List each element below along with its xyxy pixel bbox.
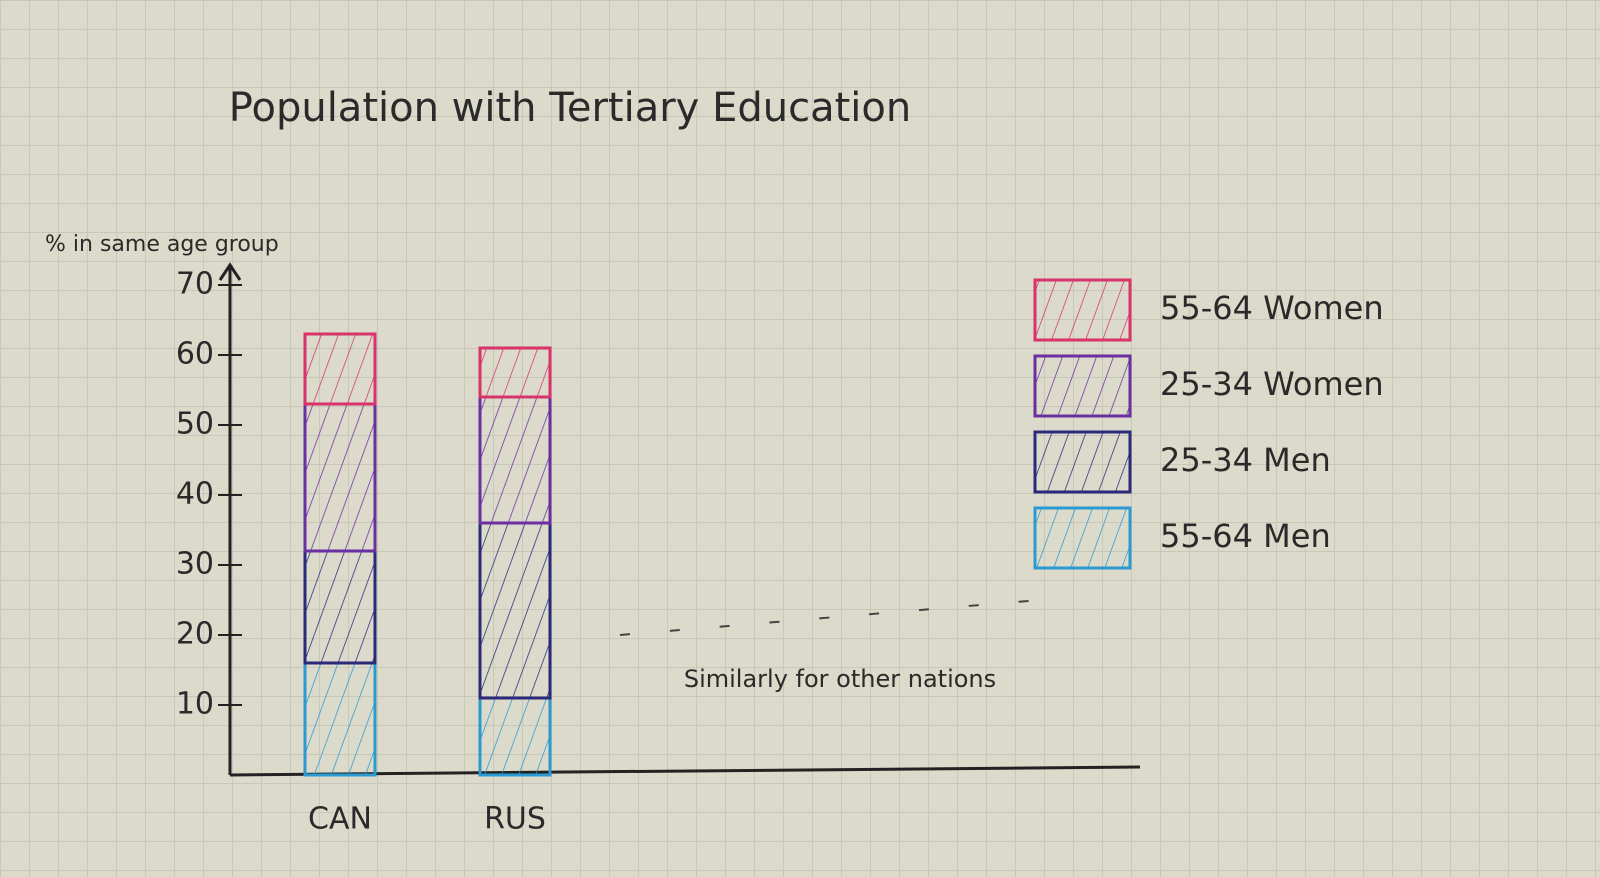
y-tick-label: 10: [176, 687, 214, 722]
bar-segment: [303, 549, 377, 665]
legend-swatch: [1033, 430, 1132, 494]
bar-segment: [478, 696, 552, 777]
x-tick-label: RUS: [484, 802, 546, 837]
annotation: Similarly for other nations: [684, 665, 996, 693]
y-tick-label: 40: [176, 477, 214, 512]
legend-swatch: [1033, 506, 1132, 570]
y-tick-label: 60: [176, 337, 214, 372]
y-tick-label: 50: [176, 407, 214, 442]
bar-segment: [478, 395, 552, 525]
legend-label: 25-34 Men: [1160, 441, 1331, 479]
bar-segment: [303, 661, 377, 777]
legend-swatch: [1033, 278, 1132, 342]
bar-segment: [303, 402, 377, 553]
y-axis-arrow: [218, 262, 242, 281]
x-axis: [229, 765, 1141, 777]
legend-label: 55-64 Men: [1160, 517, 1331, 555]
dash-line: [619, 599, 1041, 636]
bar-segment: [303, 332, 377, 406]
bar-segment: [478, 521, 552, 700]
y-tick-label: 20: [176, 617, 214, 652]
legend-label: 25-34 Women: [1160, 365, 1384, 403]
y-tick-label: 70: [176, 267, 214, 302]
legend-swatch: [1033, 354, 1132, 418]
bar-segment: [478, 346, 552, 399]
legend-label: 55-64 Women: [1160, 289, 1384, 327]
chart-title: Population with Tertiary Education: [229, 85, 911, 131]
y-tick-label: 30: [176, 547, 214, 582]
y-axis-label: % in same age group: [45, 232, 279, 257]
x-tick-label: CAN: [308, 802, 372, 837]
